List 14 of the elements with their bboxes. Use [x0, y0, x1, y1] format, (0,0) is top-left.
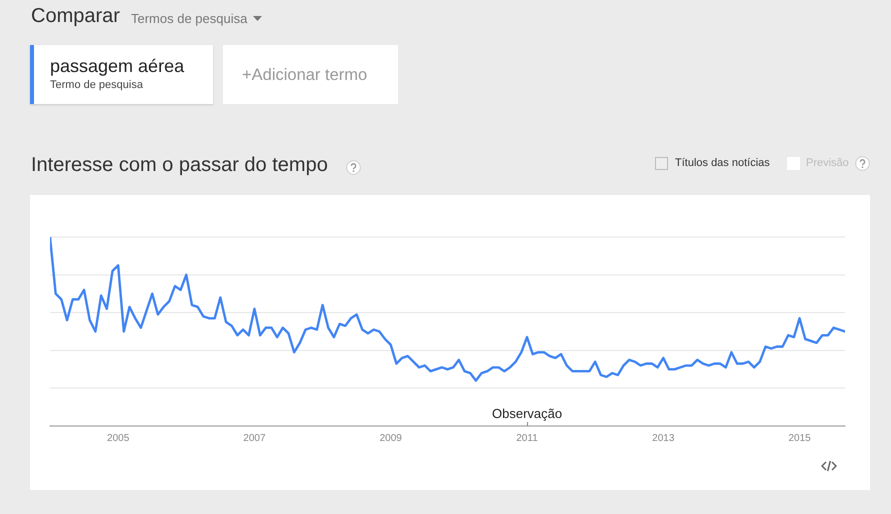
text: Títulos das notícias — [675, 157, 770, 169]
x-tick-label: 2005 — [107, 432, 130, 444]
text: +Adicionar termo — [242, 66, 368, 85]
x-tick-label: 2007 — [243, 432, 266, 444]
text: Termos de pesquisa — [131, 11, 248, 26]
annotation: Observação — [492, 406, 562, 421]
chart-title: Interesse com o passar do tempo — [31, 154, 328, 177]
x-tick-label: 2011 — [516, 432, 538, 444]
x-tick-label: 2009 — [380, 432, 402, 444]
x-tick-label: 2013 — [652, 432, 675, 444]
text: passagem aérea — [50, 56, 184, 77]
text: Termo de pesquisa — [50, 79, 143, 91]
x-tick-label: 2015 — [788, 432, 812, 444]
text: Comparar — [31, 5, 120, 28]
